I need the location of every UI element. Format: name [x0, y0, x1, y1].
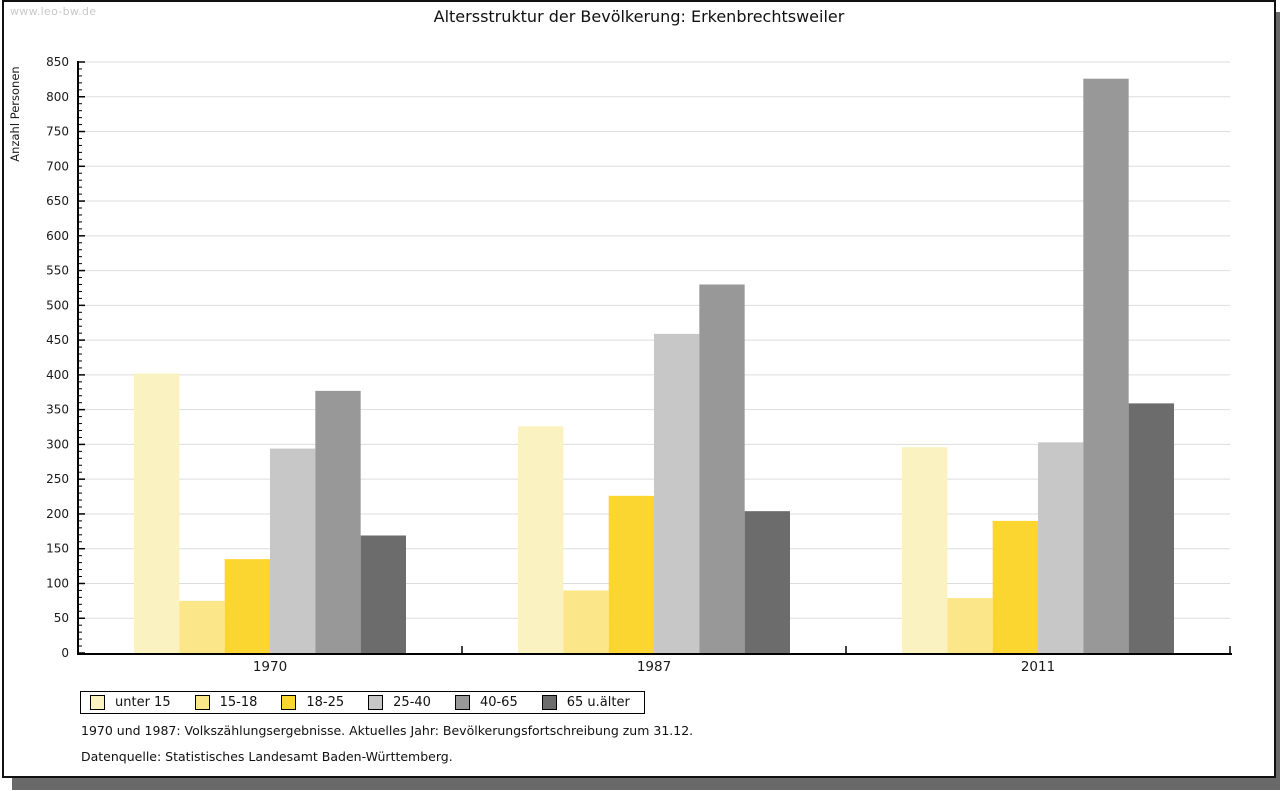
y-tick-label: 50 [54, 611, 69, 625]
legend-label: 25-40 [393, 695, 431, 710]
chart-bar [1038, 442, 1084, 653]
legend-item: 18-25 [281, 695, 344, 710]
chart-bar [744, 511, 790, 653]
legend-item: 25-40 [368, 695, 431, 710]
chart-bar [992, 520, 1038, 653]
chart-page: www.leo-bw.de Altersstruktur der Bevölke… [2, 0, 1276, 778]
legend-swatch [454, 695, 470, 710]
chart-bar [224, 559, 270, 653]
footnote-line-2: Datenquelle: Statistisches Landesamt Bad… [81, 749, 453, 764]
legend: unter 15 15-18 18-25 25-40 40-65 65 u.älter [80, 691, 645, 714]
x-category-label: 1970 [253, 659, 287, 675]
y-tick-label: 250 [46, 472, 69, 486]
chart-bar [518, 426, 564, 653]
chart-bar [654, 333, 700, 653]
chart-bar [134, 373, 180, 653]
legend-item: 65 u.älter [541, 695, 630, 710]
footnote-line-1: 1970 und 1987: Volkszählungsergebnisse. … [81, 723, 694, 738]
legend-swatch [541, 695, 557, 710]
watermark: www.leo-bw.de [10, 5, 97, 18]
y-tick-label: 600 [46, 229, 69, 243]
chart-bar [902, 447, 948, 653]
chart-bar [1083, 78, 1129, 653]
y-tick-label: 100 [46, 576, 69, 590]
y-tick-label: 300 [46, 437, 69, 451]
y-tick-label: 200 [46, 507, 69, 521]
legend-swatch [281, 695, 297, 710]
x-category-label: 2011 [1021, 659, 1055, 675]
chart-bar [608, 495, 654, 653]
legend-item: 40-65 [454, 695, 518, 710]
legend-label: 65 u.älter [566, 695, 630, 710]
y-tick-label: 650 [46, 194, 69, 208]
chart-bar [315, 390, 361, 653]
y-tick-label: 850 [46, 55, 69, 69]
y-tick-label: 150 [46, 542, 69, 556]
legend-label: unter 15 [115, 695, 171, 710]
legend-label: 40-65 [479, 695, 518, 710]
legend-label: 15-18 [219, 695, 258, 710]
y-axis-title: Anzahl Personen [8, 66, 22, 161]
chart-bar [947, 598, 993, 653]
y-tick-label: 750 [46, 125, 69, 139]
y-tick-label: 400 [46, 368, 69, 382]
y-tick-label: 800 [46, 90, 69, 104]
y-tick-label: 0 [61, 646, 69, 660]
chart-bar [270, 448, 316, 653]
y-tick-label: 350 [46, 403, 69, 417]
legend-swatch [90, 695, 105, 710]
x-category-label: 1987 [637, 659, 671, 675]
legend-label: 18-25 [306, 695, 345, 710]
chart-bar [699, 284, 745, 653]
chart-bar [1128, 403, 1174, 653]
age-structure-chart: 0 50 100 150 200 250 300 350 400 450 500 550 600 650 7… [8, 55, 1232, 675]
legend-item: unter 15 [90, 695, 171, 710]
page-title: Altersstruktur der Bevölkerung: Erkenbre… [433, 7, 845, 26]
chart-bar [179, 600, 225, 653]
y-tick-label: 450 [46, 333, 69, 347]
legend-item: 15-18 [194, 695, 258, 710]
y-tick-label: 500 [46, 298, 69, 312]
chart-bar [360, 535, 406, 653]
legend-swatch [368, 695, 384, 710]
legend-swatch [194, 695, 210, 710]
chart-bar [563, 590, 609, 653]
y-tick-label: 700 [46, 159, 69, 173]
y-tick-label: 550 [46, 264, 69, 278]
